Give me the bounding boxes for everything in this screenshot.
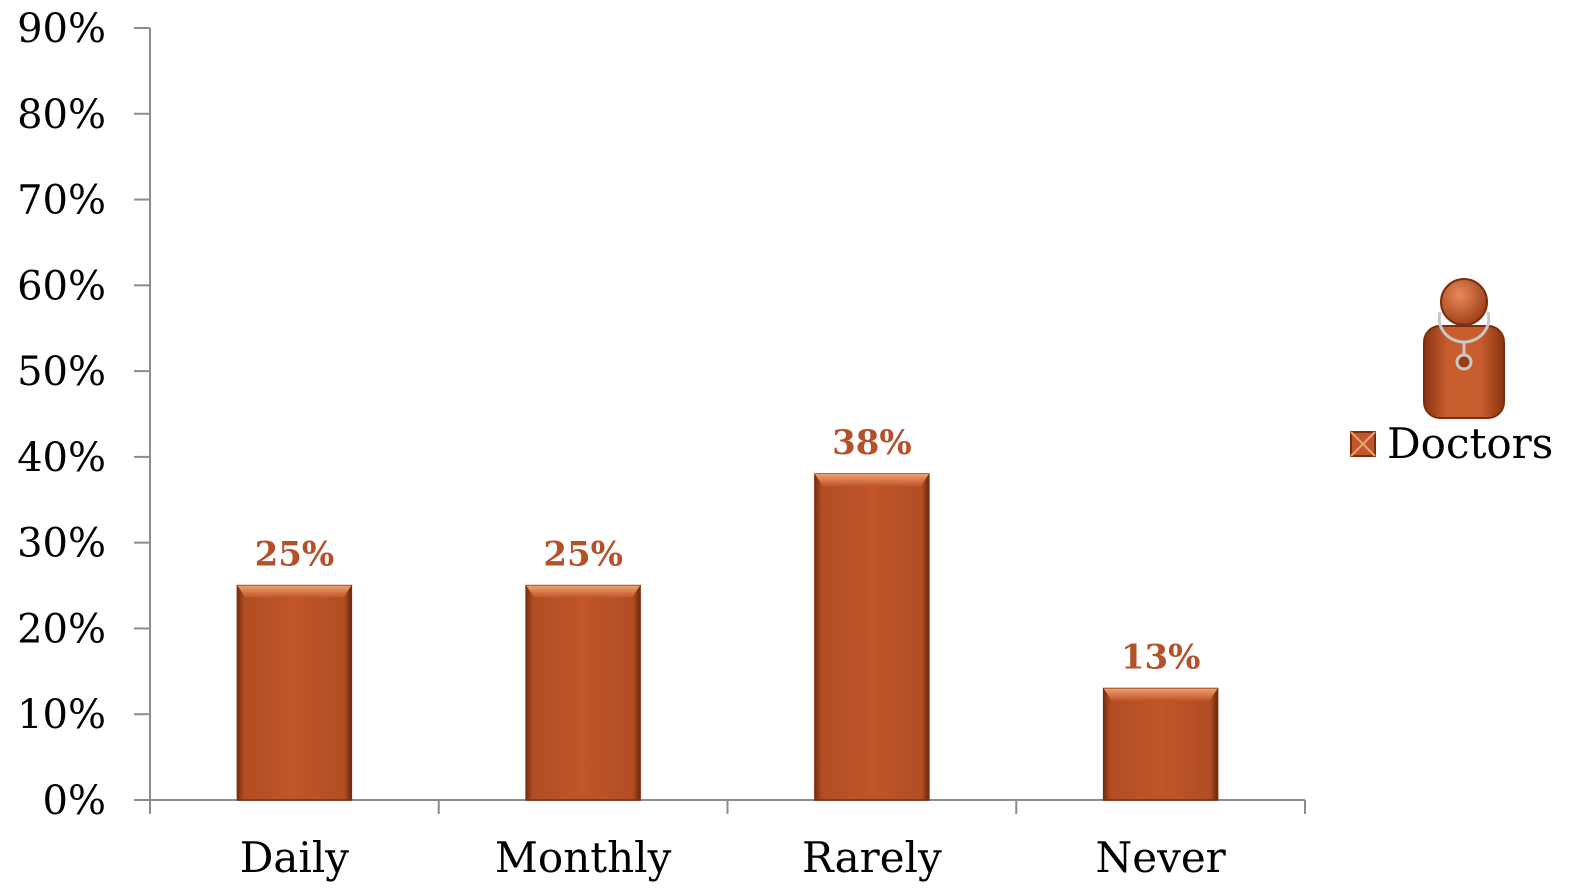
legend-marker xyxy=(1350,431,1376,457)
y-tick-label: 40% xyxy=(17,435,106,481)
bar-cap xyxy=(814,474,929,487)
data-label: 13% xyxy=(1121,637,1201,677)
bars xyxy=(236,473,1219,801)
y-tick-label: 10% xyxy=(17,692,106,738)
y-tick-label: 90% xyxy=(17,6,106,52)
x-tick-label: Daily xyxy=(240,833,350,882)
y-tick-label: 80% xyxy=(17,92,106,138)
data-label: 25% xyxy=(255,535,335,575)
y-tick-label: 20% xyxy=(17,606,106,652)
bar-cap xyxy=(526,585,641,598)
legend-label: Doctors xyxy=(1387,419,1553,468)
data-label: 38% xyxy=(832,423,912,463)
x-tick-label: Monthly xyxy=(495,833,672,882)
labels: 0% 10% 20% 30% 40% 50% 60% 70% 80% 90% 25% Daily 25%… xyxy=(17,6,1227,882)
y-tick-label: 0% xyxy=(43,778,106,824)
y-tick-label: 70% xyxy=(17,178,106,224)
legend: Doctors xyxy=(1350,278,1553,468)
bar-monthly xyxy=(525,584,641,801)
doctor-icon xyxy=(1423,278,1505,419)
x-tick-label: Never xyxy=(1095,833,1226,882)
y-tick-label: 60% xyxy=(17,263,106,309)
y-tick-label: 30% xyxy=(17,521,106,567)
x-tick-label: Rarely xyxy=(802,833,942,882)
bar-daily xyxy=(236,584,353,801)
bar-cap xyxy=(1103,688,1218,701)
bar-body xyxy=(1102,687,1219,801)
y-tick-label: 50% xyxy=(17,349,106,395)
bar-rarely xyxy=(814,473,930,801)
bar-never xyxy=(1102,687,1219,801)
bar-body xyxy=(236,584,353,801)
bar-body xyxy=(814,473,930,801)
bar-body xyxy=(525,584,641,801)
data-label: 25% xyxy=(543,535,623,575)
bar-cap xyxy=(237,585,352,598)
